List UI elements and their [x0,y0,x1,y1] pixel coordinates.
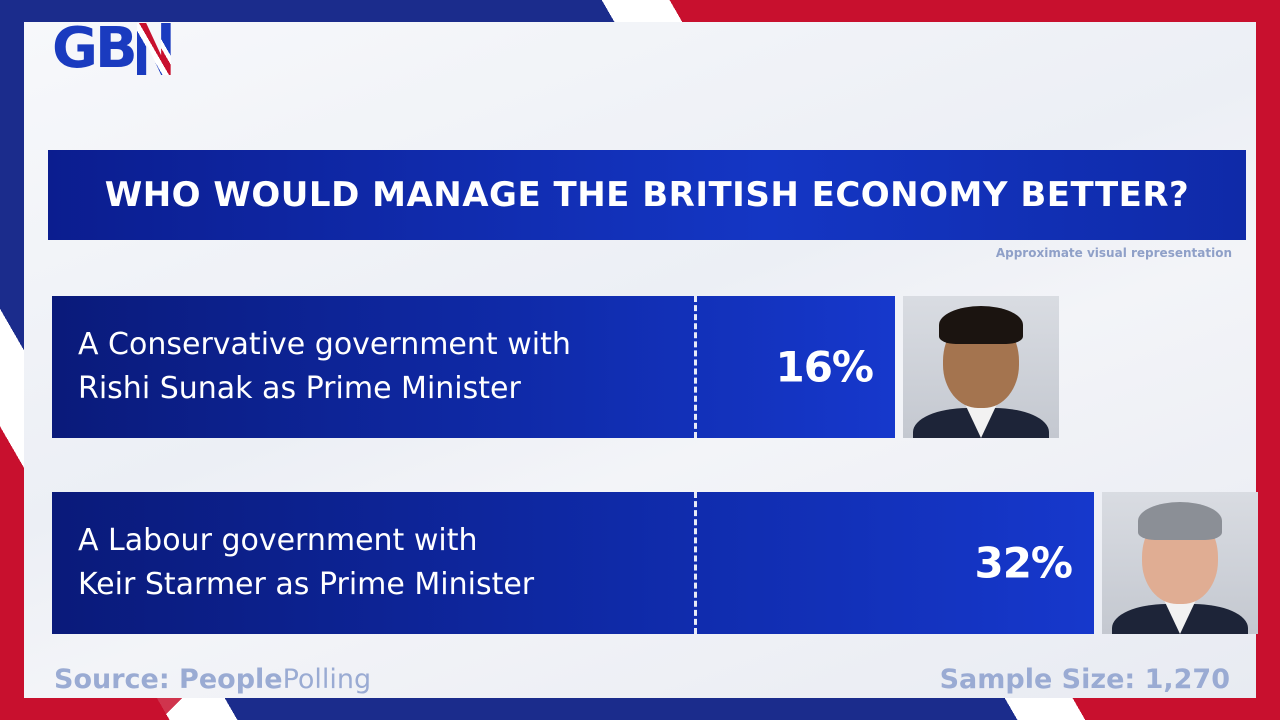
logo-flag-n [136,23,171,75]
source-name-bold: People [179,664,283,695]
bar-conservative: A Conservative government with Rishi Sun… [52,296,895,438]
bar-label: A Conservative government with Rishi Sun… [78,323,571,411]
source-label: Source: [54,664,180,695]
keir-starmer-portrait [1102,492,1258,634]
source-credit: Source: PeoplePolling [54,664,371,695]
bar-value-label: 32% [974,538,1073,588]
chart-title: WHO WOULD MANAGE THE BRITISH ECONOMY BET… [104,175,1190,215]
portrait-hair [939,306,1023,344]
bar-labour: A Labour government with Keir Starmer as… [52,492,1094,634]
bar-divider [694,296,697,438]
bar-divider [694,492,697,634]
bar-label-line2: Keir Starmer as Prime Minister [78,567,535,602]
visual-representation-note: Approximate visual representation [995,246,1232,260]
bar-label-line1: A Conservative government with [78,327,571,362]
bar-value-label: 16% [775,342,874,392]
portrait-hair [1138,502,1222,540]
title-bar: WHO WOULD MANAGE THE BRITISH ECONOMY BET… [48,150,1246,240]
bar-label-line1: A Labour government with [78,523,478,558]
source-name-light: Polling [282,664,372,695]
gbn-logo: GB [52,20,171,78]
bar-label-line2: Rishi Sunak as Prime Minister [78,371,521,406]
logo-text: GB [52,16,138,81]
sample-size: Sample Size: 1,270 [939,664,1230,695]
rishi-sunak-portrait [903,296,1059,438]
bar-label: A Labour government with Keir Starmer as… [78,519,534,607]
